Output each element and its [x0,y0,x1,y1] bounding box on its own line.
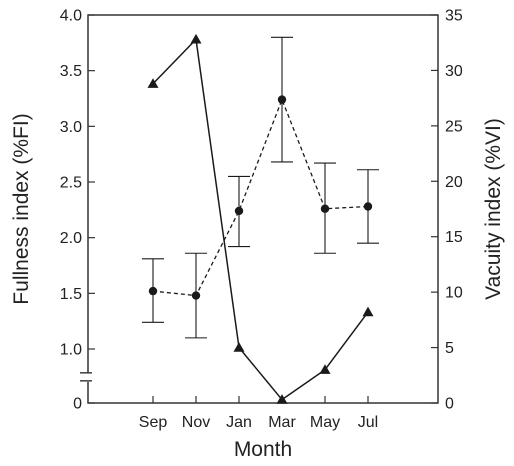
right-tick-label: 10 [445,285,463,302]
left-tick-label: 2.0 [60,230,82,247]
vacuity-index-line [152,37,369,401]
left-tick-label: 1.0 [60,342,82,359]
x-tick-label: Sep [139,414,168,431]
right-axis: 0 5 10 15 20 25 30 35 [431,8,463,413]
left-axis-break [80,372,92,382]
fullness-index-point [277,95,287,104]
fullness-index-line [152,97,369,297]
axis-break-gap [84,372,92,382]
fullness-index-point [320,204,330,213]
x-tick-label: May [310,414,340,431]
x-axis: Sep Nov Jan Mar May Jul [139,396,378,431]
vacuity-index-point [147,78,159,88]
vacuity-index-point [362,306,374,317]
left-tick-label: 3.0 [60,119,82,136]
fullness-index-point [148,286,158,296]
fullness-index-point [363,202,373,211]
right-tick-label: 25 [445,118,463,135]
right-tick-label: 15 [445,229,463,246]
plot-frame [87,14,439,404]
left-tick-label: 2.5 [60,175,82,192]
x-axis-title: Month [234,438,292,461]
fullness-index-point [191,291,201,300]
right-tick-label: 20 [445,174,463,191]
right-tick-label: 5 [445,340,454,357]
left-tick-label: 1.5 [60,286,82,303]
left-tick-label: 3.5 [60,63,82,80]
x-tick-label: Mar [268,414,296,431]
right-tick-label: 35 [445,8,463,25]
fullness-index-point [234,206,244,216]
vacuity-index-point [233,342,245,352]
vacuity-index-point [190,33,202,44]
vacuity-index-point [276,394,288,404]
left-axis-title: Fullness index (%FI) [10,113,33,304]
vacuity-index-point [319,364,331,374]
right-tick-label: 30 [445,63,463,80]
right-axis-title: Vacuity index (%VI) [482,118,505,300]
plot-frame-group [87,14,439,404]
x-tick-label: Jan [226,414,252,431]
series-layer [142,33,379,404]
x-tick-label: Nov [182,414,210,431]
left-tick-label: 4.0 [60,8,82,25]
x-tick-label: Jul [358,414,378,431]
right-tick-label: 0 [445,396,454,413]
left-tick-label: 0 [73,396,82,413]
left-axis: 0 1.0 1.5 2.0 2.5 3.0 3.5 4.0 [60,8,95,413]
